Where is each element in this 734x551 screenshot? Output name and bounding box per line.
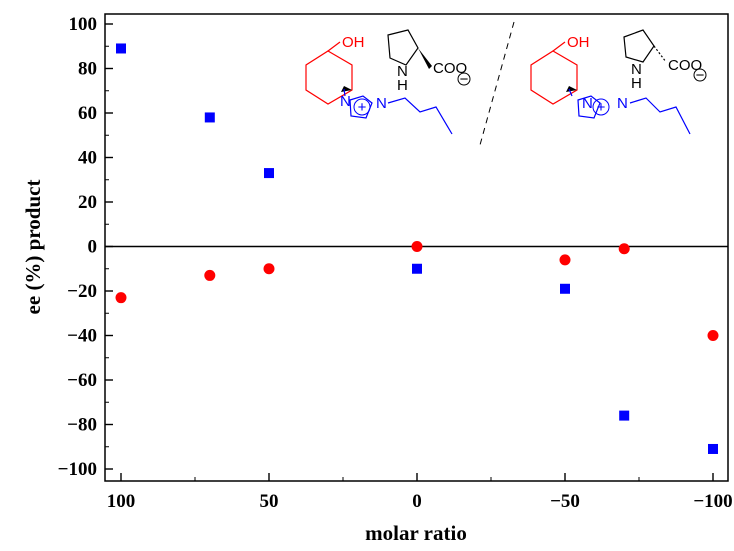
x-axis-title: molar ratio	[365, 521, 467, 545]
y-tick-label: 20	[78, 192, 97, 213]
x-axis: 100 50 0 −50 −100	[107, 473, 733, 512]
x-tick-label: −100	[693, 491, 732, 512]
data-point-square	[560, 283, 570, 294]
y-axis-title: ee (%) product	[21, 180, 45, 315]
data-point-circle	[263, 263, 275, 275]
left-carboxylate-label: COO	[433, 60, 467, 77]
right-hydroxyl-label: OH	[567, 34, 590, 51]
data-point-square	[116, 43, 126, 54]
right-molecule-structure: OH N N + N H COO −	[530, 29, 707, 135]
left-hydroxyl-label: OH	[342, 34, 365, 51]
y-tick-label: 80	[78, 59, 97, 80]
y-tick-label: −80	[67, 415, 97, 436]
y-tick-label: 0	[88, 237, 98, 258]
x-tick-label: −50	[550, 491, 580, 512]
x-tick-label: 100	[107, 491, 136, 512]
right-amine-h-label: H	[631, 75, 642, 92]
x-tick-label: 50	[260, 491, 279, 512]
right-plus-sign: +	[597, 99, 606, 116]
y-tick-label: −20	[67, 281, 97, 302]
left-imidazolium-n2: N	[376, 95, 387, 112]
right-imidazolium-n1: N	[582, 95, 593, 112]
right-amine-label: N	[631, 61, 642, 78]
data-point-circle	[411, 241, 423, 252]
y-tick-label: 100	[69, 14, 98, 35]
data-point-circle	[559, 254, 571, 266]
left-minus-sign: −	[460, 71, 469, 88]
right-carboxylate-label: COO	[668, 57, 702, 74]
y-tick-label: −40	[67, 326, 97, 347]
y-tick-label: 40	[78, 148, 97, 169]
data-point-square	[412, 263, 422, 274]
data-point-circle	[204, 269, 216, 281]
data-point-circle	[707, 330, 719, 341]
y-tick-label: −100	[58, 459, 97, 480]
left-imidazolium-n1: N	[340, 93, 351, 110]
y-tick-label: 60	[78, 103, 97, 124]
data-point-square	[264, 168, 274, 179]
structure-separator	[479, 21, 515, 146]
left-molecule-structure: OH N N + N H COO −	[305, 29, 471, 135]
data-point-square	[204, 112, 215, 123]
left-plus-sign: +	[358, 99, 367, 116]
left-amine-h-label: H	[397, 77, 408, 94]
y-axis: 100 80 60 40 20 0 −20 −40 −60 −80 −100	[58, 14, 113, 480]
right-imidazolium-n2: N	[617, 95, 628, 112]
data-points	[115, 43, 719, 454]
y-tick-label: −60	[67, 370, 97, 391]
left-amine-label: N	[397, 63, 408, 80]
right-minus-sign: −	[696, 67, 705, 84]
data-point-square	[619, 410, 630, 421]
data-point-square	[708, 443, 718, 454]
data-point-circle	[618, 243, 630, 255]
data-point-circle	[115, 292, 127, 304]
x-tick-label: 0	[412, 491, 422, 512]
